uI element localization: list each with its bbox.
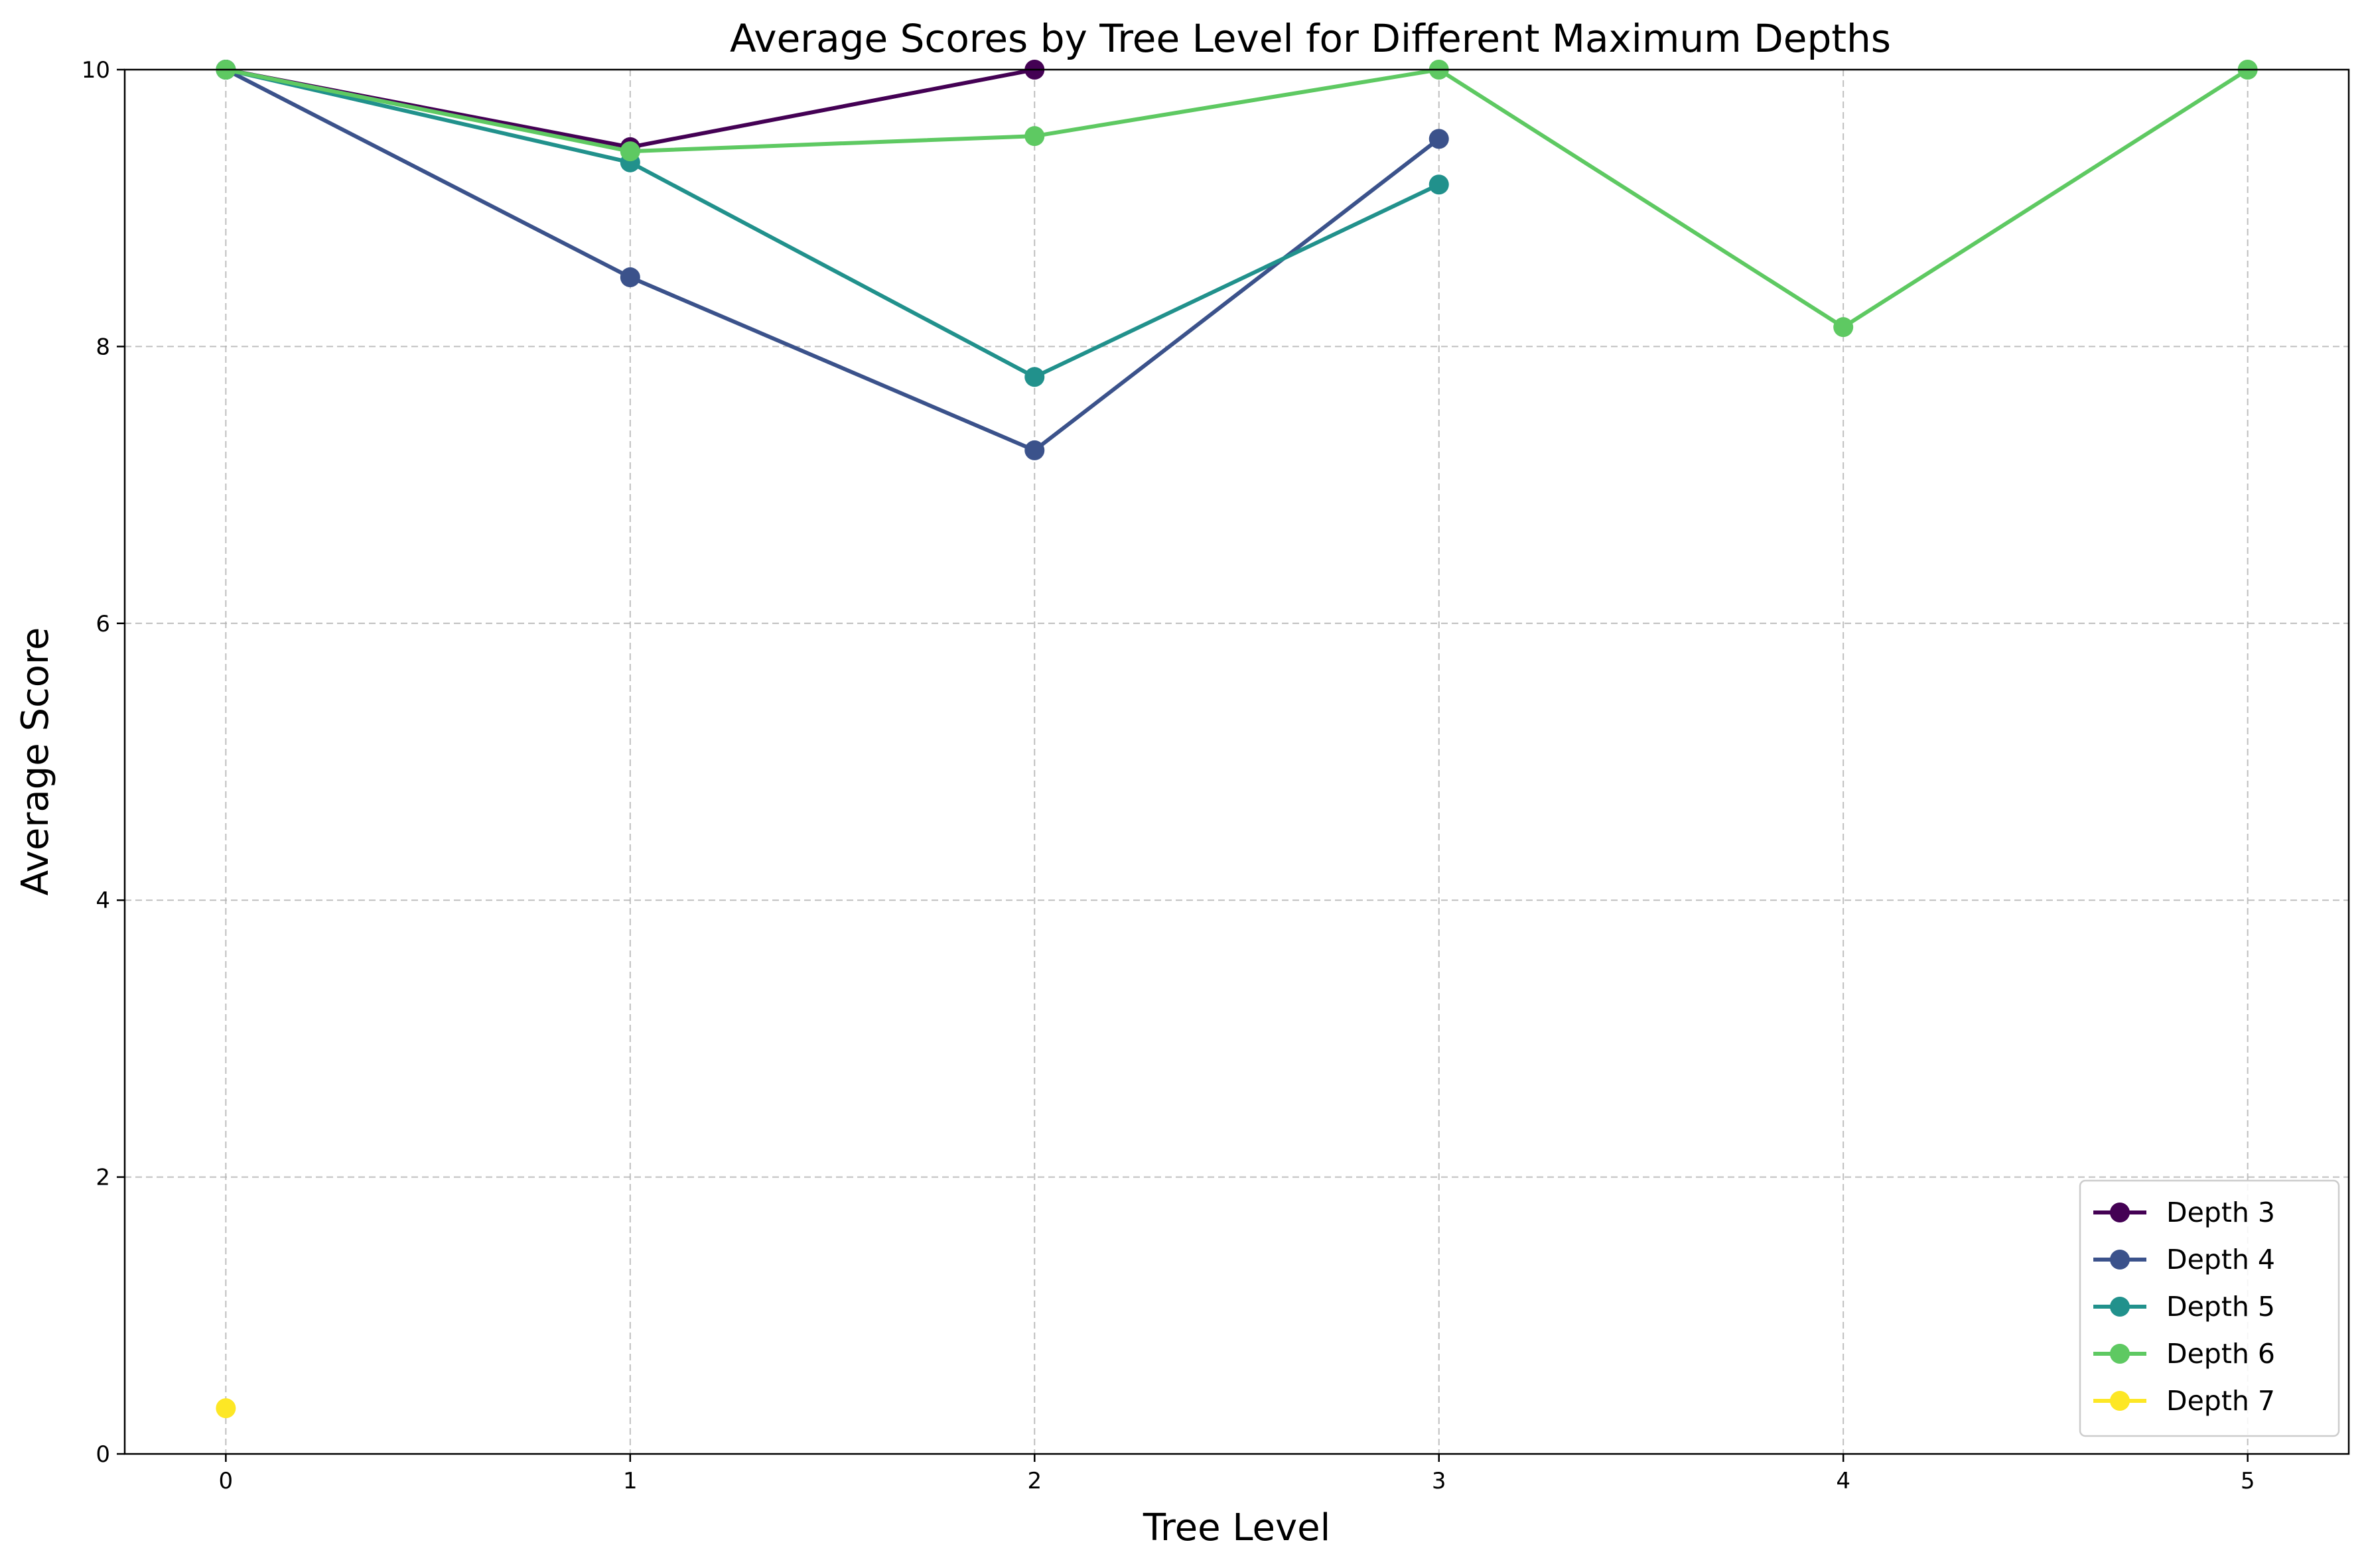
series-line [225, 68, 1440, 379]
data-point [1024, 440, 1045, 460]
legend-box [2079, 1179, 2340, 1437]
x-tick-label: 4 [1836, 1468, 1850, 1494]
x-tick-label: 5 [2241, 1468, 2255, 1494]
y-tick-label: 10 [82, 57, 110, 84]
y-tick-label: 0 [96, 1441, 110, 1468]
legend-marker [2110, 1391, 2130, 1411]
legend: Depth 3 Depth 4 Depth 5 Depth 6 Depth 7 [2079, 1179, 2340, 1437]
legend-label: Depth 4 [2166, 1244, 2275, 1275]
y-axis-title: Average Score [14, 627, 57, 896]
legend-marker [2110, 1203, 2130, 1222]
data-point [216, 1398, 236, 1419]
series-depth-4 [216, 60, 1449, 460]
legend-marker [2110, 1250, 2130, 1270]
x-tick-label: 0 [219, 1468, 234, 1494]
data-point [620, 267, 640, 288]
plot-frame [123, 68, 2350, 1455]
legend-marker [2110, 1344, 2130, 1364]
legend-label: Depth 5 [2166, 1291, 2275, 1323]
series-line [224, 68, 1440, 452]
y-tick-label: 2 [96, 1165, 110, 1191]
legend-label: Depth 7 [2166, 1385, 2275, 1417]
y-tick-label: 8 [96, 334, 110, 360]
x-tick-label: 1 [623, 1468, 638, 1494]
legend-marker [2110, 1297, 2130, 1317]
axis-ticks: 0 1 2 3 4 5 0 2 4 6 8 10 [82, 57, 2255, 1494]
grid-lines [125, 69, 2349, 1455]
series-line [225, 68, 2249, 330]
data-point [1428, 174, 1449, 195]
series-layer [216, 60, 2258, 1419]
legend-label: Depth 6 [2166, 1338, 2275, 1370]
data-point [1024, 126, 1045, 147]
data-point [620, 141, 640, 162]
x-axis-title: Tree Level [1143, 1506, 1330, 1549]
x-tick-label: 3 [1432, 1468, 1446, 1494]
legend-label: Depth 3 [2166, 1197, 2275, 1228]
data-point [1428, 129, 1449, 149]
data-point [1833, 317, 1854, 338]
x-tick-label: 2 [1027, 1468, 1042, 1494]
series-depth-7 [216, 1398, 236, 1419]
y-tick-label: 4 [96, 887, 110, 914]
chart-title: Average Scores by Tree Level for Differe… [730, 16, 1891, 61]
y-tick-label: 6 [96, 611, 110, 637]
data-point [1024, 367, 1045, 387]
